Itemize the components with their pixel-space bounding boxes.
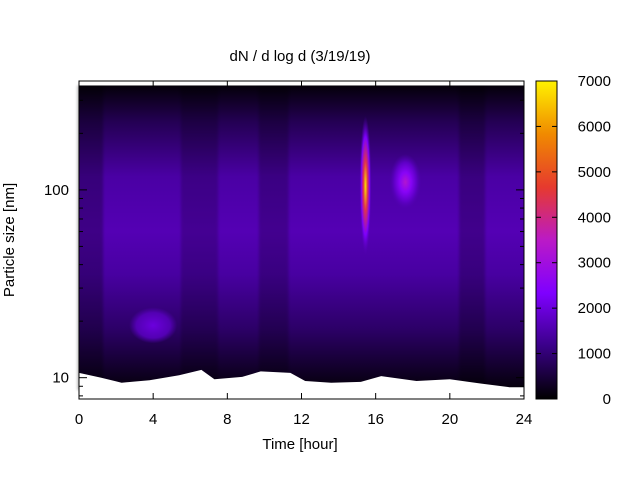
- y-tick-label: 10: [52, 370, 69, 387]
- heatmap-band: [180, 85, 219, 390]
- x-tick-label: 8: [223, 411, 231, 428]
- chart-title: dN / d log d (3/19/19): [230, 48, 371, 65]
- colorbar-tick-label: 7000: [578, 73, 611, 90]
- heatmap-feature-morning-mode: [129, 307, 178, 344]
- colorbar-tick-label: 1000: [578, 346, 611, 363]
- heatmap-field: [79, 85, 524, 390]
- colorbar-fill: [535, 80, 558, 400]
- x-tick-label: 4: [149, 411, 157, 428]
- heatmap-feature-peak: [359, 115, 372, 256]
- colorbar: 0 1000 2000 3000 4000 5000 6000 7000: [535, 73, 611, 408]
- colorbar-tick-label: 4000: [578, 209, 611, 226]
- x-tick-label: 0: [75, 411, 83, 428]
- y-axis-label: Particle size [nm]: [1, 183, 18, 297]
- x-tick-label: 24: [516, 411, 533, 428]
- heatmap-band: [258, 85, 289, 390]
- no-data-region: [79, 369, 524, 399]
- heatmap-feature-secondary: [389, 154, 422, 211]
- x-tick-label: 20: [441, 411, 458, 428]
- x-axis-label: Time [hour]: [262, 436, 337, 453]
- heatmap-band: [459, 85, 486, 390]
- colorbar-tick-label: 3000: [578, 255, 611, 272]
- axes: 0 4 8 12 16 20 24 10 100: [44, 80, 533, 428]
- colorbar-tick-label: 6000: [578, 118, 611, 135]
- heatmap-plot-area: [77, 81, 524, 399]
- colorbar-tick-label: 5000: [578, 164, 611, 181]
- colorbar-tick-label: 2000: [578, 300, 611, 317]
- colorbar-tick-label: 0: [603, 391, 611, 408]
- heatmap-band: [77, 85, 104, 390]
- x-tick-label: 12: [293, 411, 310, 428]
- x-tick-label: 16: [367, 411, 384, 428]
- y-tick-label: 100: [44, 182, 69, 199]
